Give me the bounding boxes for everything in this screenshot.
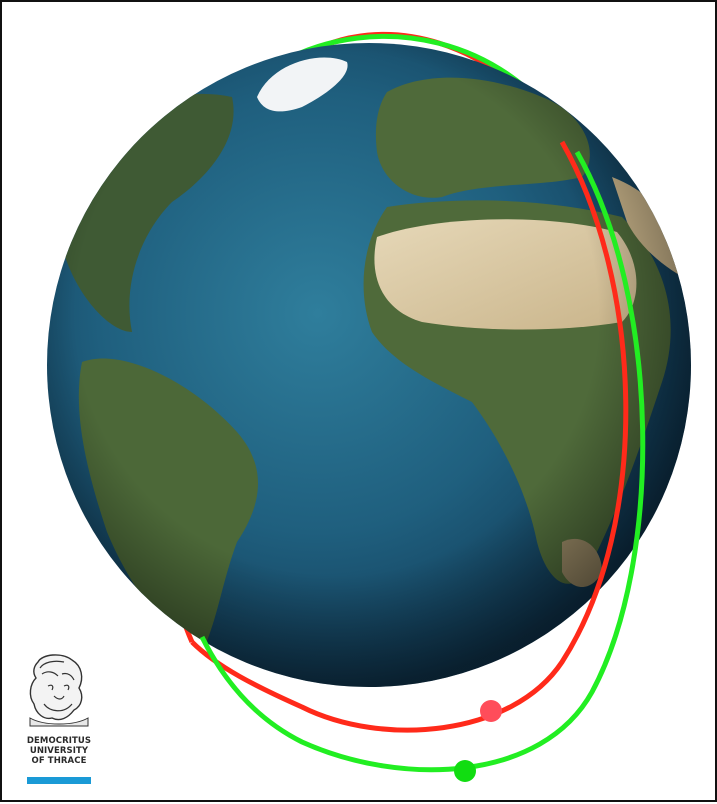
green-orbit-front: [199, 150, 646, 773]
red-satellite-marker[interactable]: [480, 700, 502, 722]
earth-globe[interactable]: [47, 43, 692, 687]
green-satellite-marker[interactable]: [454, 760, 476, 782]
philosopher-bust-icon: [29, 654, 89, 727]
logo-line-1: DEMOCRITUS: [26, 736, 92, 746]
logo-line-2: UNIVERSITY: [29, 746, 89, 756]
university-logo: DEMOCRITUS UNIVERSITY OF THRACE: [24, 736, 94, 766]
red-orbit-front: [190, 140, 629, 733]
logo-color-bar: [27, 777, 91, 784]
orbits-front: [190, 140, 646, 773]
logo-line-3: OF THRACE: [31, 756, 87, 766]
